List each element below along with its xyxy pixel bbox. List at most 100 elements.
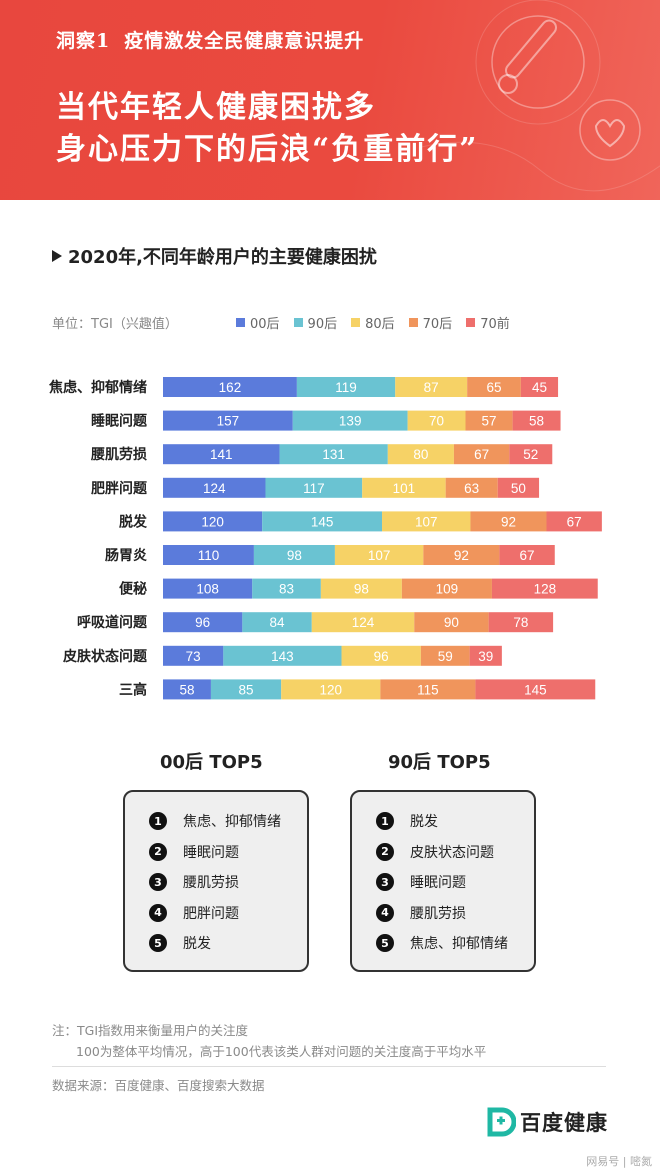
- category-label: 腰肌劳损: [90, 446, 147, 463]
- insight-title: 疫情激发全民健康意识提升: [124, 30, 365, 52]
- bar-value-label: 57: [482, 414, 497, 429]
- bar-value-label: 73: [186, 649, 201, 664]
- bar-value-label: 45: [532, 380, 547, 395]
- bar-segment: [445, 477, 498, 498]
- bar-segment: [497, 477, 540, 498]
- legend-item: 70后: [408, 313, 453, 332]
- bar-segment: [311, 612, 415, 633]
- bar-segment: [512, 410, 561, 431]
- bar-segment: [467, 377, 521, 397]
- bar-value-label: 39: [478, 649, 493, 664]
- chart-title-text: 2020年,不同年龄用户的主要健康困扰: [68, 247, 377, 268]
- bar-value-label: 87: [424, 380, 439, 395]
- bar-value-label: 109: [436, 582, 459, 597]
- bar-value-label: 107: [415, 514, 438, 529]
- bar-segment: [296, 377, 396, 397]
- bar-value-label: 162: [219, 380, 242, 395]
- list-item-label: 脱发: [410, 814, 438, 831]
- bar-value-label: 80: [413, 447, 428, 462]
- list-item-label: 睡眠问题: [410, 875, 466, 892]
- list-item: 2 睡眠问题: [149, 837, 307, 868]
- legend-label: 70后: [422, 317, 453, 332]
- insight-heading: 洞察1 疫情激发全民健康意识提升: [56, 26, 364, 53]
- bar-segment: [520, 377, 559, 397]
- footnote: 注：TGI指数用来衡量用户的关注度 100为整体平均情况，高于100代表该类人群…: [52, 1020, 486, 1062]
- bar-segment: [382, 511, 471, 532]
- bar-value-label: 92: [454, 548, 469, 563]
- list-item: 4 肥胖问题: [149, 898, 307, 929]
- bar-segment: [262, 511, 383, 532]
- list-item-label: 脱发: [183, 936, 211, 953]
- bar-value-label: 128: [534, 582, 557, 597]
- category-label: 睡眠问题: [91, 413, 148, 430]
- list-item-label: 腰肌劳损: [410, 905, 466, 922]
- data-source: 数据来源：百度健康、百度搜索大数据: [52, 1078, 265, 1093]
- header-banner: 洞察1 疫情激发全民健康意识提升 当代年轻人健康困扰多 身心压力下的后浪“负重前行…: [0, 0, 660, 200]
- rank-badge: 3: [376, 873, 394, 892]
- bar-segment: [401, 578, 492, 599]
- rank-badge: 4: [149, 903, 167, 922]
- bar-value-label: 52: [523, 447, 538, 462]
- rank-badge: 1: [149, 812, 167, 831]
- legend-item: 00后: [236, 313, 280, 332]
- bar-value-label: 141: [210, 447, 233, 462]
- category-label: 脱发: [119, 513, 148, 530]
- rank-badge: 5: [376, 934, 394, 953]
- bar-value-label: 117: [303, 481, 325, 496]
- legend-swatch: [351, 318, 361, 327]
- bar-segment: [465, 410, 513, 431]
- insight-tag: 洞察1: [56, 30, 111, 52]
- legend-swatch: [293, 318, 303, 327]
- list-item: 5 焦虑、抑郁情绪: [376, 928, 534, 959]
- bar-value-label: 98: [354, 582, 369, 597]
- list-item: 3 腰肌劳损: [149, 867, 307, 898]
- thermometer-icon: [420, 0, 660, 192]
- legend-swatch: [236, 318, 245, 327]
- list-item: 4 腰肌劳损: [376, 898, 534, 929]
- category-label: 呼吸道问题: [77, 614, 148, 631]
- bar-segment: [242, 612, 312, 633]
- legend-swatch: [466, 318, 476, 327]
- legend-swatch: [408, 318, 418, 327]
- bar-segment: [488, 612, 554, 633]
- legend-item: 70前: [466, 313, 510, 332]
- bar-value-label: 101: [393, 481, 416, 496]
- bar-value-label: 124: [352, 615, 375, 630]
- legend-item: 80后: [351, 313, 395, 332]
- bar-value-label: 65: [486, 380, 501, 395]
- bar-value-label: 119: [335, 380, 357, 395]
- bar-segment: [163, 578, 253, 599]
- bar-value-label: 58: [529, 414, 544, 429]
- category-label: 肥胖问题: [91, 480, 148, 497]
- bar-segment: [163, 545, 254, 565]
- bar-segment: [163, 679, 211, 700]
- bar-value-label: 92: [501, 514, 516, 529]
- bar-value-label: 63: [464, 481, 479, 496]
- chart-legend: 00后 90后 80后 70后 70前: [236, 313, 510, 332]
- bar-value-label: 96: [374, 649, 389, 664]
- bar-value-label: 67: [567, 514, 582, 529]
- footnote-line-1: 注：TGI指数用来衡量用户的关注度: [52, 1023, 249, 1038]
- bar-segment: [163, 477, 266, 498]
- bar-segment: [420, 645, 470, 666]
- bar-segment: [453, 444, 510, 465]
- bar-segment: [163, 444, 280, 465]
- bar-segment: [407, 410, 466, 431]
- bar-segment: [163, 511, 263, 532]
- rank-badge: 2: [149, 842, 167, 861]
- bar-value-label: 145: [524, 682, 547, 697]
- legend-item: 90后: [293, 313, 337, 332]
- list-item-label: 肥胖问题: [183, 905, 239, 922]
- bar-segment: [252, 578, 321, 599]
- bar-segment: [469, 645, 502, 666]
- category-label: 便秘: [119, 581, 147, 598]
- bar-value-label: 85: [239, 682, 254, 697]
- top5-box-00: 1 焦虑、抑郁情绪 2 睡眠问题 3 腰肌劳损 4 肥胖问题 5 脱发: [123, 790, 309, 972]
- list-item-label: 皮肤状态问题: [410, 844, 494, 861]
- bar-segment: [265, 477, 363, 498]
- list-item-label: 焦虑、抑郁情绪: [410, 936, 508, 953]
- list-item-label: 睡眠问题: [183, 844, 239, 861]
- bar-value-label: 78: [513, 615, 528, 630]
- bar-segment: [163, 377, 297, 397]
- list-item-label: 焦虑、抑郁情绪: [183, 814, 281, 831]
